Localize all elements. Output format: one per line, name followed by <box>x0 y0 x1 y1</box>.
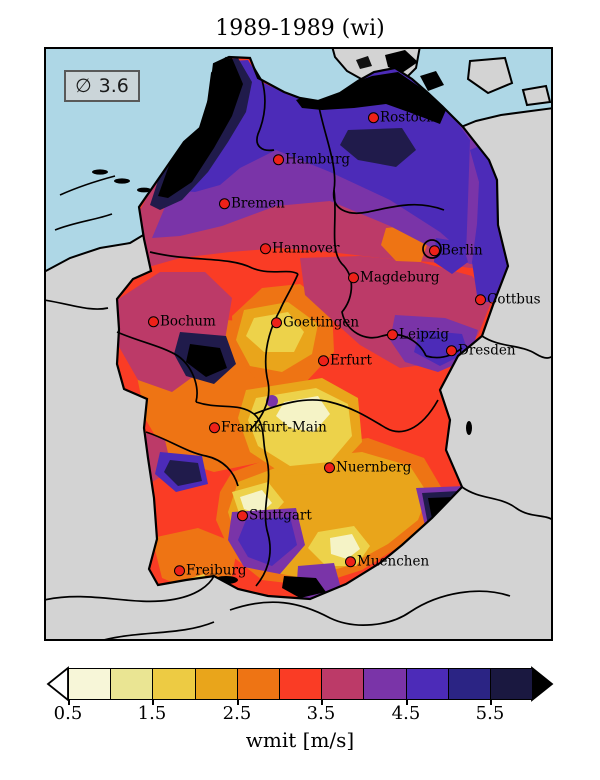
city-dot <box>260 243 271 255</box>
city-dot <box>429 245 440 257</box>
city-label: Frankfurt-Main <box>221 419 327 436</box>
colorbar-segment <box>195 669 238 699</box>
frisian-island <box>114 178 130 184</box>
colorbar-tick-label: 5.5 <box>475 703 505 724</box>
colorbar-over-arrow <box>531 666 554 702</box>
city-dot <box>387 329 398 341</box>
mean-symbol: ∅ <box>75 75 92 97</box>
germany-border <box>115 55 510 601</box>
city-label: Freiburg <box>186 562 247 579</box>
colorbar-segment <box>322 669 365 699</box>
city-dot <box>446 345 457 357</box>
city-dot <box>148 316 159 328</box>
colorbar-segment <box>490 669 533 699</box>
city-marker-cottbus: Cottbus <box>475 293 541 307</box>
colorbar-segment <box>448 669 491 699</box>
colorbar-segment <box>406 669 449 699</box>
colorbar-body <box>68 668 533 700</box>
city-marker-magdeburg: Magdeburg <box>348 271 440 285</box>
city-marker-erfurt: Erfurt <box>318 354 372 368</box>
colorbar-segment <box>364 669 407 699</box>
usedom-dark <box>420 71 444 91</box>
colorbar-title: wmit [m/s] <box>245 728 355 752</box>
alpine-lake <box>466 421 472 435</box>
city-label: Goettingen <box>283 314 360 331</box>
city-dot <box>348 272 359 284</box>
city-dot <box>324 462 335 474</box>
city-label: Stuttgart <box>249 507 312 524</box>
colorbar-tick <box>237 700 239 705</box>
colorbar-tick-label: 2.5 <box>222 703 252 724</box>
city-dot <box>345 556 356 568</box>
frisian-island <box>137 187 151 193</box>
colorbar-segment <box>237 669 280 699</box>
city-dot <box>475 294 486 306</box>
city-label: Dresden <box>458 342 516 359</box>
city-label: Leipzig <box>399 326 449 343</box>
colorbar-tick <box>321 700 323 705</box>
city-marker-bremen: Bremen <box>219 197 285 211</box>
city-label: Erfurt <box>330 352 372 369</box>
city-marker-dresden: Dresden <box>446 344 516 358</box>
colorbar-tick-label: 3.5 <box>306 703 336 724</box>
city-dot <box>219 198 230 210</box>
colorbar-tick-label: 4.5 <box>391 703 421 724</box>
colorbar-tick <box>406 700 408 705</box>
city-dot <box>271 317 282 329</box>
city-dot <box>368 112 379 124</box>
city-marker-freiburg: Freiburg <box>174 564 247 578</box>
colorbar-under-arrow <box>46 666 69 702</box>
city-dot <box>273 154 284 166</box>
netherlands-coastline <box>54 175 116 231</box>
city-marker-berlin: Berlin <box>429 244 483 258</box>
map-area: ∅ 3.6 Rostock Hamburg Bremen Hannover Be… <box>44 47 553 641</box>
city-marker-hamburg: Hamburg <box>273 153 350 167</box>
colorbar-segment <box>153 669 196 699</box>
city-label: Bochum <box>160 313 216 330</box>
city-label: Rostock <box>380 109 435 126</box>
foreign-borders <box>46 299 551 639</box>
colorbar-segment <box>279 669 323 699</box>
germany-wind-contour-map <box>46 49 551 639</box>
frisian-island <box>92 169 108 175</box>
city-label: Nuernberg <box>336 459 412 476</box>
city-dot <box>209 422 220 434</box>
colorbar-segment <box>69 669 112 699</box>
colorbar-segment <box>111 669 154 699</box>
mean-value: 3.6 <box>98 75 129 97</box>
baltic-island <box>466 56 514 95</box>
city-label: Hannover <box>272 240 340 257</box>
city-label: Magdeburg <box>360 269 440 286</box>
city-marker-bochum: Bochum <box>148 315 216 329</box>
city-marker-muenchen: Muenchen <box>345 555 429 569</box>
city-marker-nuernberg: Nuernberg <box>324 461 411 475</box>
colorbar-tick <box>490 700 492 705</box>
city-label: Muenchen <box>357 553 430 570</box>
city-marker-rostock: Rostock <box>368 111 435 125</box>
city-marker-frankfurt-main: Frankfurt-Main <box>209 421 327 435</box>
city-marker-leipzig: Leipzig <box>387 328 449 342</box>
city-label: Berlin <box>441 242 483 259</box>
fehmarn-dark <box>356 56 372 69</box>
city-dot <box>318 355 329 367</box>
city-marker-goettingen: Goettingen <box>271 316 359 330</box>
colorbar-tick-label: 1.5 <box>137 703 167 724</box>
city-dot <box>174 565 185 577</box>
city-marker-stuttgart: Stuttgart <box>237 509 312 523</box>
colorbar-tick <box>68 700 70 705</box>
city-marker-hannover: Hannover <box>260 242 339 256</box>
city-label: Hamburg <box>285 151 351 168</box>
colorbar-tick-label: 0.5 <box>53 703 83 724</box>
city-label: Bremen <box>231 195 285 212</box>
mean-value-box: ∅ 3.6 <box>64 70 140 102</box>
figure-title: 1989-1989 (wi) <box>215 16 385 41</box>
city-dot <box>237 510 248 522</box>
colorbar-tick <box>152 700 154 705</box>
city-label: Cottbus <box>487 291 541 308</box>
baltic-island-2 <box>521 84 551 107</box>
